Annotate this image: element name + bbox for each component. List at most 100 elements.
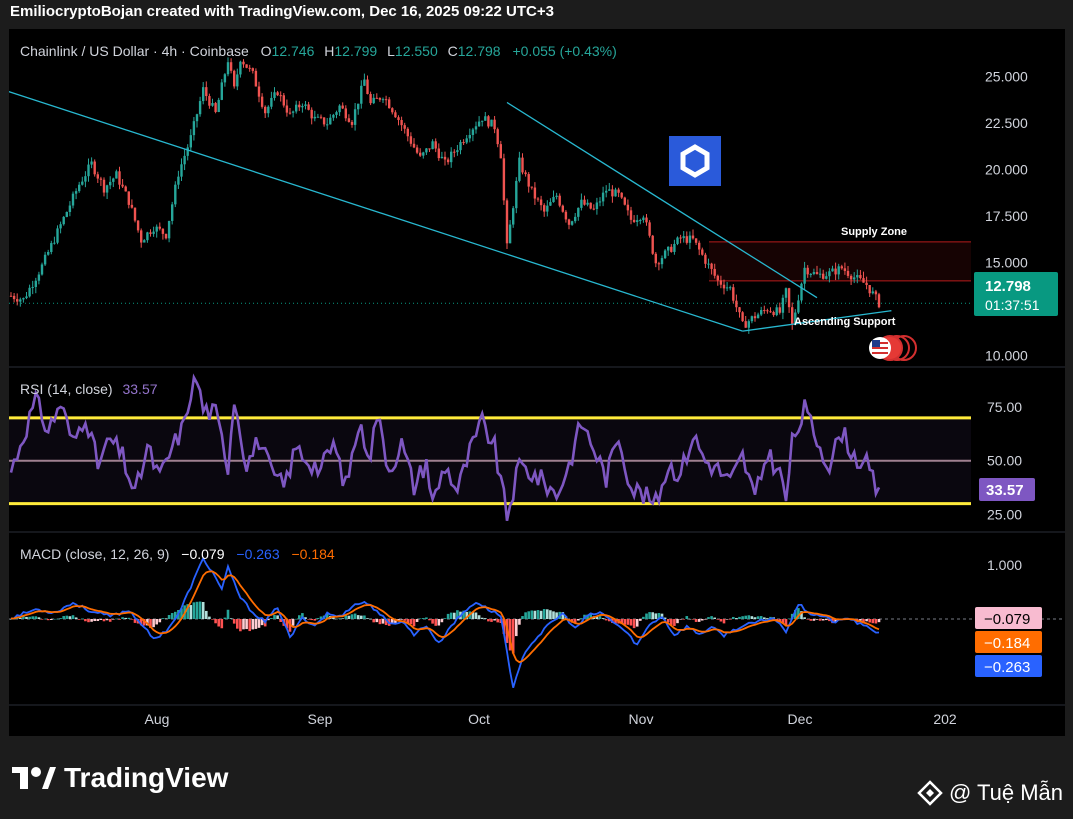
candle-body <box>778 307 781 313</box>
macd-histogram-bar <box>74 617 78 619</box>
price-legend[interactable]: Chainlink / US Dollar · 4h · Coinbase O1… <box>20 43 617 59</box>
candle-body <box>722 284 726 289</box>
chart-canvas[interactable]: 25.000 22.500 20.000 17.500 15.000 10.000 75.0… <box>7 29 1065 736</box>
ohlc-close: 12.798 <box>458 43 501 59</box>
macd-histogram-bar <box>62 616 65 619</box>
candle-body <box>663 250 667 259</box>
candle-body <box>533 187 537 199</box>
macd-histogram-bar <box>871 619 875 624</box>
rsi-value-label[interactable]: 33.57 <box>979 478 1035 501</box>
candle-body <box>140 230 143 243</box>
macd-histogram-bar <box>704 619 707 620</box>
macd-value-labels[interactable]: −0.079 −0.184 −0.263 <box>975 607 1042 677</box>
macd-histogram-bar <box>50 619 53 620</box>
candle-body <box>691 235 695 239</box>
candle-body <box>130 204 134 208</box>
macd-histogram-bar <box>375 619 379 623</box>
macd-histogram-bar <box>180 608 183 619</box>
macd-histogram-bar <box>862 619 865 622</box>
macd-histogram-bar <box>806 619 809 620</box>
macd-histogram-bar <box>471 612 475 619</box>
candle-body <box>574 216 577 222</box>
candle-body <box>78 184 81 192</box>
macd-histogram-bar <box>595 616 599 619</box>
us-flag-event-icon[interactable] <box>869 335 917 361</box>
macd-histogram-bar <box>65 615 69 619</box>
macd-histogram-bar <box>828 619 831 622</box>
macd-histogram-bar <box>502 619 506 634</box>
price-pane[interactable] <box>7 57 971 334</box>
macd-histogram-bar <box>418 618 422 620</box>
candle-body <box>220 82 223 100</box>
candle-body <box>59 224 62 229</box>
symbol-title: Chainlink / US Dollar · 4h · Coinbase <box>20 43 249 59</box>
macd-histogram-bar <box>37 617 41 619</box>
tradingview-logo[interactable]: TradingView <box>12 762 228 794</box>
candle-body <box>530 186 533 188</box>
candle-body <box>84 176 87 182</box>
candle-body <box>849 275 853 280</box>
macd-histogram-bar <box>865 619 868 622</box>
macd-histogram-bar <box>794 609 797 619</box>
candle-body <box>453 151 456 153</box>
rsi-axis-tick: 75.00 <box>987 399 1022 415</box>
macd-histogram-bar <box>598 616 602 619</box>
candle-body <box>50 243 53 252</box>
candle-body <box>865 282 868 286</box>
macd-histogram-bar <box>412 619 416 627</box>
candle-body <box>19 299 22 302</box>
macd-histogram-bar <box>391 619 394 625</box>
candle-body <box>363 79 366 86</box>
macd-pane[interactable] <box>9 556 1065 688</box>
candle-body <box>769 311 772 313</box>
chart-frame[interactable]: 25.000 22.500 20.000 17.500 15.000 10.000 75.0… <box>7 29 1065 736</box>
macd-histogram-bar <box>825 619 828 621</box>
macd-histogram-bar <box>257 619 261 628</box>
rsi-pane[interactable] <box>9 373 971 521</box>
candle-body <box>639 220 642 222</box>
macd-histogram-bar <box>422 618 425 619</box>
candle-body <box>667 246 670 251</box>
macd-histogram-bar <box>821 619 825 621</box>
macd-histogram-bar <box>220 619 224 629</box>
candle-body <box>617 189 620 193</box>
macd-histogram-bar <box>716 619 720 620</box>
macd-histogram-bar <box>96 619 100 622</box>
candle-body <box>273 92 276 98</box>
candle-body <box>282 95 285 106</box>
candle-body <box>409 136 413 144</box>
rsi-line <box>9 373 881 521</box>
macd-histogram-bar <box>654 613 658 619</box>
macd-histogram-bar <box>161 618 165 619</box>
candle-body <box>822 273 825 279</box>
candle-body <box>809 273 812 275</box>
macd-histogram-bar <box>484 618 487 619</box>
macd-histogram-bar <box>298 615 301 619</box>
macd-histogram-bar <box>158 619 162 623</box>
candle-body <box>124 186 127 192</box>
candle-body <box>772 312 775 316</box>
candle-body <box>304 104 307 106</box>
candle-body <box>481 120 484 122</box>
macd-histogram-bar <box>645 613 648 619</box>
macd-histogram-bar <box>694 619 698 622</box>
rsi-legend[interactable]: RSI (14, close) 33.57 <box>20 381 158 397</box>
macd-histogram-bar <box>152 619 155 628</box>
macd-histogram-bar <box>676 619 679 624</box>
macd-legend[interactable]: MACD (close, 12, 26, 9) −0.079 −0.263 −0… <box>20 546 335 562</box>
macd-histogram-bar <box>369 618 372 620</box>
candle-body <box>329 117 332 125</box>
macd-histogram-bar <box>325 612 329 619</box>
candle-body <box>642 217 645 221</box>
candle-body <box>375 97 378 99</box>
last-price-label[interactable]: 12.798 01:37:51 <box>974 272 1058 316</box>
macd-histogram-bar <box>632 619 636 629</box>
candle-body <box>338 105 341 113</box>
trend-line-1 <box>506 101 818 299</box>
candle-body <box>812 272 816 274</box>
macd-histogram-bar <box>626 619 630 625</box>
candle-body <box>34 280 37 287</box>
macd-histogram-bar <box>313 619 317 621</box>
candle-body <box>171 204 174 221</box>
macd-histogram-bar <box>462 610 465 619</box>
